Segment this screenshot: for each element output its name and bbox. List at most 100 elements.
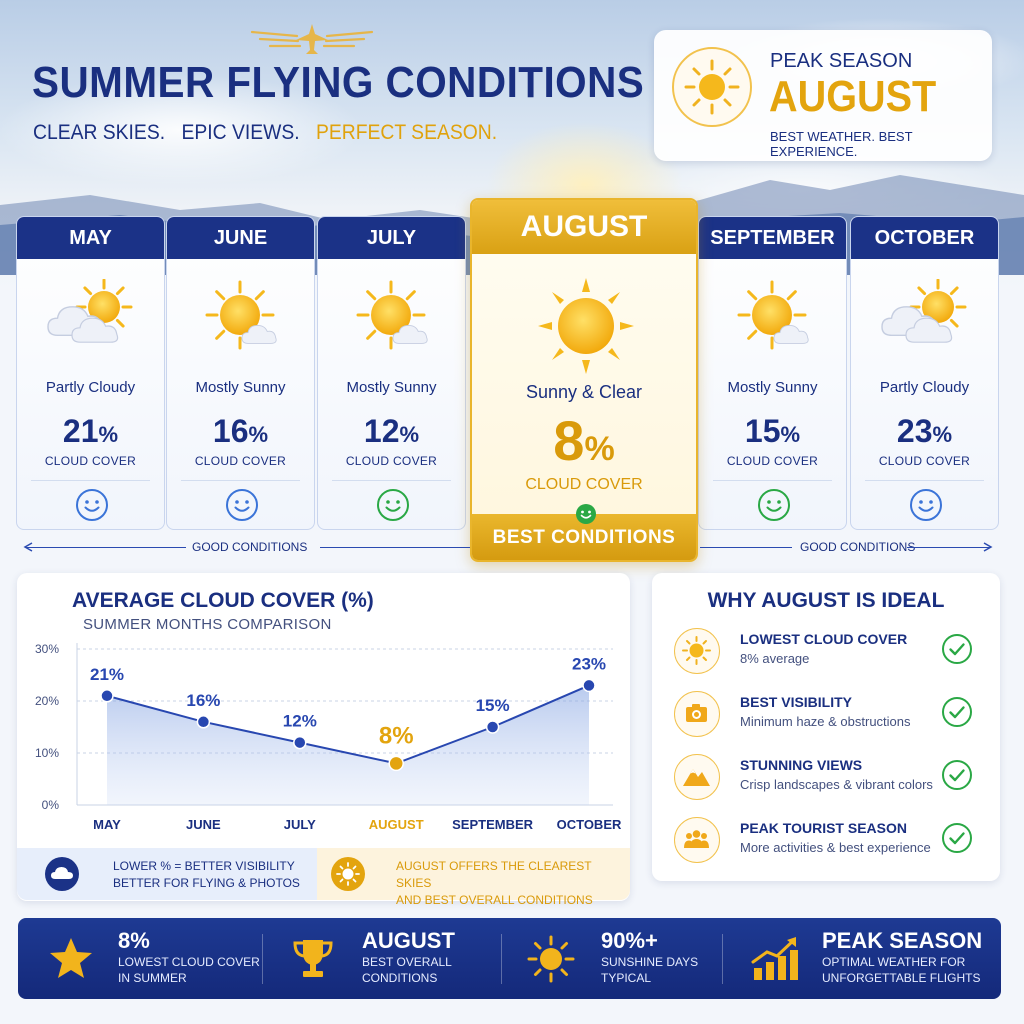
- why-item-best-visibility: BEST VISIBILITY Minimum haze & obstructi…: [652, 691, 1000, 751]
- cloud-cover-label: CLOUD COVER: [44, 454, 137, 468]
- stats-bar: 8% LOWEST CLOUD COVER IN SUMMER AUGUST B…: [18, 918, 1001, 999]
- peak-season-label: PEAK SEASON: [770, 50, 913, 72]
- cloud-cover-chart-panel: AVERAGE CLOUD COVER (%) SUMMER MONTHS CO…: [17, 573, 630, 901]
- data-label: 15%: [476, 696, 510, 715]
- sunny-icon: [538, 278, 634, 374]
- month-name: AUGUST: [472, 200, 696, 254]
- cloud-cover-value: 15%: [744, 413, 801, 449]
- legend-august: AUGUST OFFERS THE CLEAREST SKIES AND BES…: [317, 848, 630, 907]
- people-icon: [674, 817, 720, 863]
- month-card-october: OCTOBER Partly Cloudy 23% CLOUD COVER: [850, 216, 999, 530]
- good-conditions-label: GOOD CONDITIONS: [192, 540, 308, 554]
- peak-season-card: PEAK SEASON AUGUST BEST WEATHER. BEST EX…: [654, 30, 992, 161]
- month-card-may: MAY Partly Cloudy 21% CLOUD COVER: [16, 216, 165, 530]
- divider: [865, 480, 984, 481]
- month-card-july: JULY Mostly Sunny 12% CLOUD COVER: [317, 216, 466, 530]
- why-item-stunning-views: STUNNING VIEWS Crisp landscapes & vibran…: [652, 754, 1000, 814]
- divider: [31, 480, 150, 481]
- stat-caption-line2: CONDITIONS: [362, 971, 438, 985]
- condition-label: Partly Cloudy: [879, 379, 970, 396]
- legend-right-line1: AUGUST OFFERS THE CLEAREST SKIES: [396, 859, 592, 890]
- why-item-description: Crisp landscapes & vibrant colors: [740, 777, 933, 792]
- stat-value: AUGUST: [362, 928, 455, 953]
- x-tick-label: SEPTEMBER: [452, 817, 534, 832]
- smiley-icon: [576, 504, 596, 524]
- mostly-sunny-icon: [205, 280, 277, 350]
- cloud-cover-label: CLOUD COVER: [194, 454, 287, 468]
- data-point: [100, 689, 114, 703]
- cloud-cover-label: CLOUD COVER: [525, 476, 643, 493]
- cloud-cover-value: 23%: [896, 413, 953, 449]
- month-card-september: SEPTEMBER Mostly Sunny 15% CLOUD COVER: [698, 216, 847, 530]
- mostly-sunny-icon: [737, 280, 809, 350]
- y-tick-label: 30%: [35, 642, 59, 656]
- why-item-heading: PEAK TOURIST SEASON: [740, 820, 907, 836]
- y-tick-label: 0%: [42, 798, 60, 812]
- check-circle-icon: [942, 760, 972, 790]
- partly-cloudy-icon: [47, 279, 133, 343]
- cloud-cover-label: CLOUD COVER: [878, 454, 971, 468]
- good-conditions-right: GOOD CONDITIONS: [700, 538, 995, 558]
- month-name: MAY: [17, 217, 164, 259]
- cloud-cover-line-chart: 0% 10% 20% 30% 21% MAY 16% JUNE 12% JULY 8% AUGUST 1…: [35, 642, 622, 832]
- cloud-cover-value: 12%: [363, 413, 420, 449]
- x-tick-label: MAY: [93, 817, 121, 832]
- why-item-lowest-cloud-cover: LOWEST CLOUD COVER 8% average: [652, 628, 1000, 688]
- data-label: 23%: [572, 654, 606, 673]
- subtitle-part-1: CLEAR SKIES.: [33, 121, 166, 144]
- series-line: [106, 684, 590, 765]
- smiley-icon: [377, 489, 409, 521]
- why-august-panel: WHY AUGUST IS IDEAL LOWEST CLOUD COVER 8…: [652, 573, 1000, 881]
- stat-value: 90%+: [601, 928, 658, 953]
- stat-divider: [722, 934, 723, 984]
- month-card-august: AUGUST Sunny & Clear 8% CLOUD COVER BEST…: [470, 198, 698, 562]
- condition-label: Partly Cloudy: [45, 379, 136, 396]
- cloud-icon: [45, 857, 79, 891]
- y-tick-label: 10%: [35, 746, 59, 760]
- why-item-heading: BEST VISIBILITY: [740, 694, 853, 710]
- legend-left-line1: LOWER % = BETTER VISIBILITY: [113, 859, 295, 873]
- divider: [332, 480, 451, 481]
- star-icon: [50, 938, 92, 978]
- cloud-cover-value: 21%: [62, 413, 119, 449]
- why-item-heading: STUNNING VIEWS: [740, 757, 863, 773]
- page-title: SUMMER FLYING CONDITIONS: [32, 58, 645, 107]
- smiley-icon: [758, 489, 790, 521]
- stat-best-overall: AUGUST BEST OVERALL CONDITIONS: [288, 918, 508, 999]
- stat-caption-line2: UNFORGETTABLE FLIGHTS: [822, 971, 981, 985]
- sun-icon: [331, 857, 365, 891]
- sun-icon: [527, 935, 575, 983]
- stat-sunshine-days: 90%+ SUNSHINE DAYS TYPICAL: [526, 918, 726, 999]
- stat-caption-line1: BEST OVERALL: [362, 955, 452, 969]
- check-circle-icon: [942, 823, 972, 853]
- condition-label: Mostly Sunny: [727, 379, 818, 396]
- growth-chart-icon: [751, 937, 798, 980]
- page-subtitle: CLEAR SKIES. EPIC VIEWS. PERFECT SEASON.: [33, 121, 508, 145]
- mostly-sunny-icon: [356, 280, 428, 350]
- data-label: 8%: [379, 722, 414, 749]
- month-name: SEPTEMBER: [699, 217, 846, 259]
- cloud-cover-label: CLOUD COVER: [345, 454, 438, 468]
- subtitle-part-3: PERFECT SEASON.: [316, 121, 498, 144]
- stat-value: PEAK SEASON: [822, 928, 983, 953]
- good-conditions-left: GOOD CONDITIONS: [22, 538, 470, 558]
- y-tick-label: 20%: [35, 694, 59, 708]
- chart-title: AVERAGE CLOUD COVER (%): [72, 589, 374, 612]
- x-tick-label: OCTOBER: [557, 817, 622, 832]
- trophy-icon: [293, 940, 333, 977]
- partly-cloudy-icon: [881, 279, 967, 343]
- peak-season-tagline: BEST WEATHER. BEST EXPERIENCE.: [770, 129, 913, 159]
- mountain-icon: [674, 754, 720, 800]
- why-item-description: Minimum haze & obstructions: [740, 714, 911, 729]
- legend-right-line2: AND BEST OVERALL CONDITIONS: [396, 893, 593, 907]
- month-name: OCTOBER: [851, 217, 998, 259]
- data-point: [388, 755, 404, 772]
- month-name: JUNE: [167, 217, 314, 259]
- divider: [713, 480, 832, 481]
- stat-caption-line1: SUNSHINE DAYS: [601, 955, 699, 969]
- legend-left-line2: BETTER FOR FLYING & PHOTOS: [113, 876, 300, 890]
- check-circle-icon: [942, 697, 972, 727]
- data-label: 16%: [186, 691, 220, 710]
- data-point: [582, 678, 596, 693]
- stat-peak-season: PEAK SEASON OPTIMAL WEATHER FOR UNFORGET…: [750, 918, 990, 999]
